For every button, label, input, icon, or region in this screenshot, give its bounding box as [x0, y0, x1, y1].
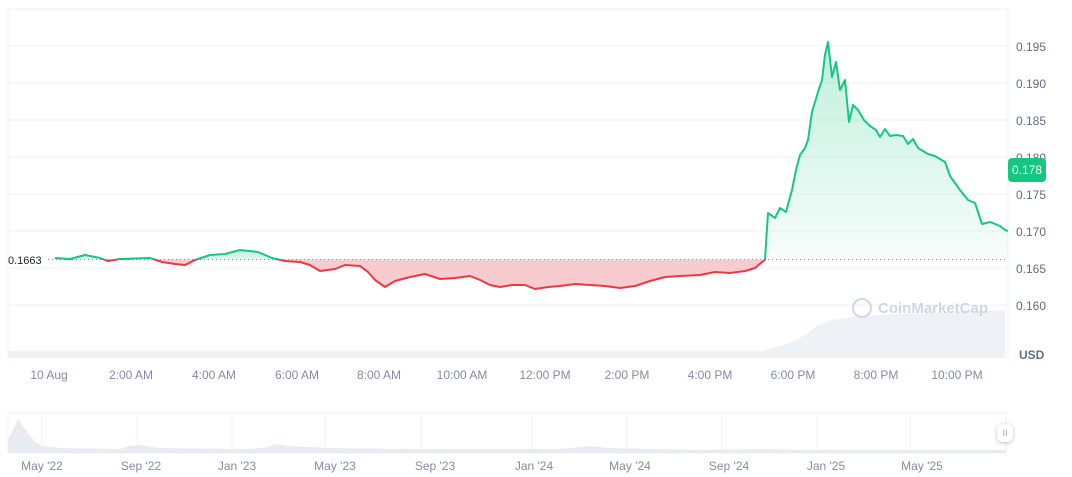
down-fill-area	[55, 259, 765, 289]
navigator-tick: May '25	[901, 459, 943, 473]
y-tick: 0.185	[1016, 114, 1047, 128]
y-tick: 0.175	[1016, 188, 1047, 202]
y-tick: 0.195	[1016, 40, 1047, 54]
navigator-tick: Jan '24	[514, 459, 554, 473]
x-tick: 8:00 PM	[853, 368, 899, 382]
currency-label: USD	[1019, 348, 1045, 362]
y-tick: 0.170	[1016, 225, 1047, 239]
x-tick: 6:00 PM	[770, 368, 816, 382]
price-line[interactable]	[54, 41, 1009, 290]
x-tick: 2:00 PM	[604, 368, 650, 382]
up-fill-area-rally	[765, 42, 1008, 260]
x-tick: 4:00 AM	[191, 368, 237, 382]
y-tick: 0.165	[1016, 262, 1047, 276]
navigator-tick: Sep '23	[414, 459, 456, 473]
x-tick: 8:00 AM	[356, 368, 402, 382]
range-navigator[interactable]	[7, 412, 1007, 454]
navigator-tick: Sep '22	[120, 459, 162, 473]
navigator-tick: May '22	[21, 459, 63, 473]
x-tick: 10:00 PM	[931, 368, 983, 382]
x-tick: 10:00 AM	[436, 368, 488, 382]
watermark-text: CoinMarketCap	[878, 299, 989, 317]
navigator-tick: May '24	[609, 459, 651, 473]
coinmarketcap-watermark: CoinMarketCap	[852, 298, 988, 318]
x-tick: 12:00 PM	[519, 368, 571, 382]
current-price-badge: 0.178	[1008, 158, 1046, 182]
x-tick: 4:00 PM	[687, 368, 733, 382]
navigator-drag-handle[interactable]: II	[997, 424, 1013, 442]
x-tick: 2:00 AM	[108, 368, 154, 382]
plot-frame	[7, 8, 1009, 358]
navigator-tick: Jan '23	[217, 459, 257, 473]
volume-bars	[8, 310, 1005, 358]
navigator-area	[8, 418, 1006, 453]
navigator-tick: May '23	[314, 459, 356, 473]
y-tick: 0.190	[1016, 77, 1047, 91]
navigator-tick: Sep '24	[708, 459, 750, 473]
gridlines	[8, 45, 1008, 306]
coinmarketcap-logo-icon	[852, 298, 872, 318]
x-tick: 10 Aug	[30, 368, 68, 382]
baseline-price-label: 0.1663	[8, 255, 45, 267]
x-tick: 6:00 AM	[274, 368, 320, 382]
y-tick: 0.160	[1016, 299, 1047, 313]
navigator-tick: Jan '25	[806, 459, 846, 473]
